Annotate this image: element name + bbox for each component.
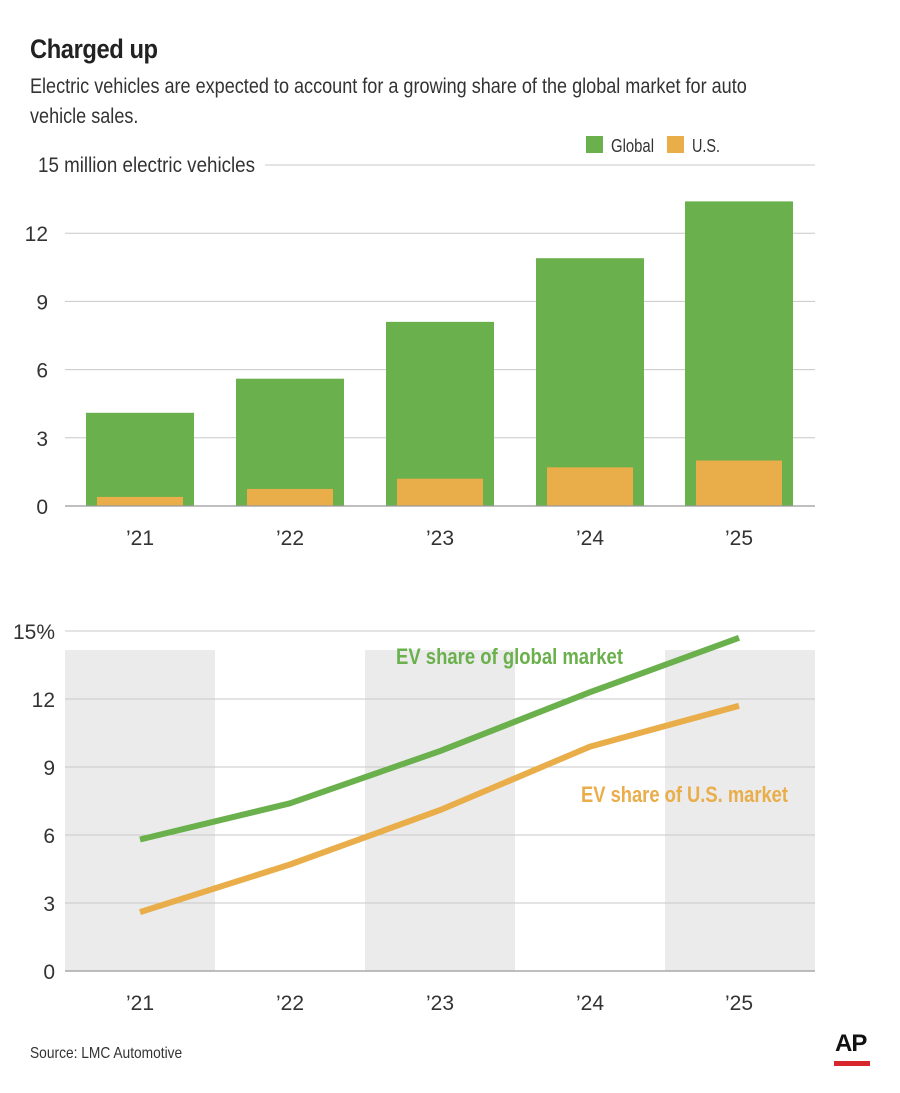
bar-y-tick-label: 3 — [36, 428, 48, 451]
bar-global — [386, 321, 494, 506]
bar-chart: 0 3 6 9 12 15 million electric vehicles ’21 ’22… — [25, 136, 815, 550]
line-y-tick-label: 15% — [13, 621, 55, 644]
bar-x-tick-label: ’21 — [126, 527, 154, 550]
legend-swatch-global — [586, 136, 603, 153]
ap-logo-underline — [834, 1061, 870, 1066]
bar-global — [536, 258, 644, 506]
ap-logo: AP — [835, 1030, 867, 1057]
line-y-tick-label: 9 — [43, 757, 55, 780]
bar-y-tick-label: 9 — [36, 291, 48, 314]
bar-us — [696, 460, 782, 506]
legend-swatch-us — [667, 136, 684, 153]
bar-x-tick-label: ’25 — [725, 527, 753, 550]
bar-us — [97, 496, 183, 506]
legend-label-global: Global — [611, 136, 654, 156]
bar-global — [685, 201, 793, 506]
bar-global — [236, 378, 344, 506]
line-x-tick-label: ’21 — [126, 992, 154, 1015]
bar-global — [86, 412, 194, 506]
line-y-tick-label: 12 — [32, 689, 55, 712]
global-series-label: EV share of global market — [396, 644, 624, 669]
chart-title: Charged up — [30, 34, 158, 64]
line-y-tick-label: 0 — [43, 961, 55, 984]
source-note: Source: LMC Automotive — [30, 1045, 183, 1062]
line-y-tick-label: 6 — [43, 825, 55, 848]
chart-subtitle: Electric vehicles are expected to accoun… — [30, 75, 747, 128]
bar-y-tick-label: 0 — [36, 496, 48, 519]
bar-us — [547, 467, 633, 506]
bar-x-tick-label: ’22 — [276, 527, 304, 550]
year-band — [665, 650, 815, 971]
us-series-label: EV share of U.S. market — [581, 782, 789, 807]
bar-y-tick-label: 6 — [36, 360, 48, 383]
bar-y-axis-label: 15 million electric vehicles — [38, 154, 255, 177]
legend-label-us: U.S. — [692, 136, 720, 156]
line-x-tick-label: ’22 — [276, 992, 304, 1015]
bar-y-tick-label: 12 — [25, 223, 48, 246]
bar-us — [247, 488, 333, 506]
year-band — [65, 650, 215, 971]
bar-us — [397, 478, 483, 506]
line-x-tick-label: ’23 — [426, 992, 454, 1015]
line-y-tick-label: 3 — [43, 893, 55, 916]
line-x-tick-label: ’25 — [725, 992, 753, 1015]
line-chart: 0 3 6 9 12 15% ’21 ’22 ’23 ’24 ’25 EV share of glob… — [13, 621, 815, 1015]
bar-x-tick-label: ’24 — [576, 527, 604, 550]
line-x-tick-label: ’24 — [576, 992, 604, 1015]
bar-x-tick-label: ’23 — [426, 527, 454, 550]
